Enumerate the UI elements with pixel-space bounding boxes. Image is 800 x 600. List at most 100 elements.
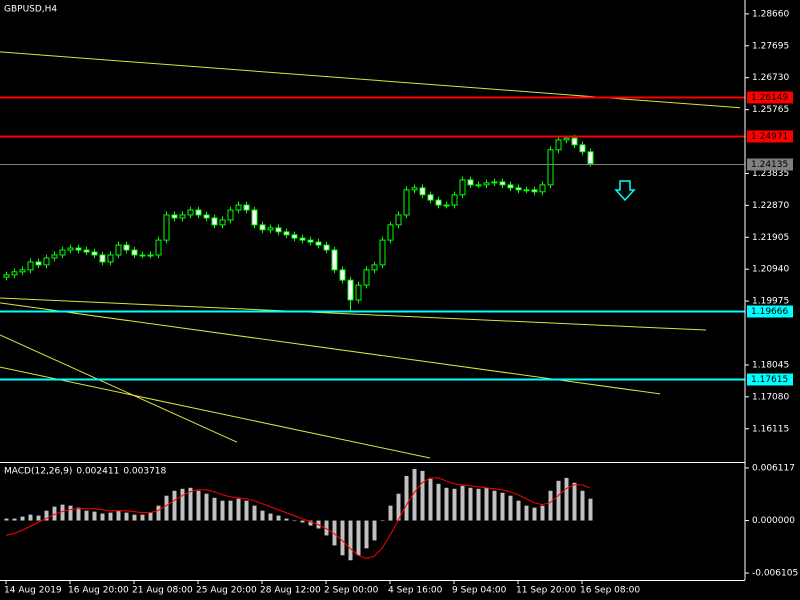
candle-body xyxy=(27,261,34,271)
candle-body xyxy=(283,231,290,236)
candle-body xyxy=(163,214,170,241)
candle-body xyxy=(203,214,210,219)
candle-body xyxy=(587,151,594,165)
candle-body xyxy=(555,139,562,151)
candle-body xyxy=(35,261,42,266)
candle-body xyxy=(443,204,450,207)
y-tick-label: 0.006117 xyxy=(752,463,795,473)
x-tick-label: 16 Sep 08:00 xyxy=(580,586,640,596)
candle-body xyxy=(259,224,266,231)
candle-body xyxy=(43,257,50,266)
histogram-bar xyxy=(516,500,521,521)
histogram-bar xyxy=(372,520,377,541)
histogram-bar xyxy=(540,505,545,521)
x-tick-label: 25 Aug 20:00 xyxy=(196,586,257,596)
y-tick-label: 1.18045 xyxy=(752,360,789,370)
x-tick-label: 4 Sep 16:00 xyxy=(388,586,443,596)
candle-body xyxy=(267,227,274,231)
histogram-bar xyxy=(364,520,369,549)
y-tick-label: 1.17080 xyxy=(752,392,789,402)
histogram-bar xyxy=(244,500,249,521)
y-tick-label: -0.006105 xyxy=(752,569,798,579)
trendline xyxy=(0,297,707,331)
histogram-bar xyxy=(36,515,41,521)
candle-body xyxy=(83,249,90,253)
histogram-bar xyxy=(92,511,97,521)
histogram-bar xyxy=(20,516,25,521)
histogram-bar xyxy=(388,505,393,521)
y-tick-label: 1.22870 xyxy=(752,201,789,211)
histogram-bar xyxy=(4,518,9,521)
y-tick-label: 1.25765 xyxy=(752,105,789,115)
price-label: 1.24135 xyxy=(751,160,788,170)
candle-body xyxy=(211,217,218,226)
candle-body xyxy=(363,269,370,286)
candle-body xyxy=(3,274,10,278)
histogram-bar xyxy=(220,500,225,521)
candle-body xyxy=(219,219,226,226)
y-tick-label: 1.16115 xyxy=(752,424,789,434)
candle-body xyxy=(475,184,482,187)
y-tick-label: 1.26730 xyxy=(752,73,789,83)
candle-body xyxy=(563,137,570,141)
candle-body xyxy=(91,251,98,256)
candle-body xyxy=(99,254,106,263)
histogram-bar xyxy=(532,507,537,521)
x-tick-label: 16 Aug 20:00 xyxy=(68,586,129,596)
candle-body xyxy=(571,137,578,146)
histogram-bar xyxy=(492,490,497,521)
histogram-bar xyxy=(436,483,441,521)
price-label-box xyxy=(747,373,793,386)
histogram-bar xyxy=(468,487,473,521)
macd-signal-value: 0.003718 xyxy=(123,467,166,477)
histogram-bar xyxy=(84,510,89,521)
price-label-box xyxy=(747,91,793,104)
candle-body xyxy=(131,249,138,256)
histogram-bar xyxy=(164,495,169,521)
histogram-bar xyxy=(180,488,185,521)
candle-body xyxy=(531,189,538,193)
price-label: 1.17615 xyxy=(751,375,788,385)
main-pane xyxy=(0,51,745,459)
candle-body xyxy=(235,204,242,211)
candle-body xyxy=(371,264,378,271)
histogram-bar xyxy=(428,478,433,521)
chart-title: GBPUSD,H4 xyxy=(4,5,57,15)
candle-body xyxy=(499,181,506,186)
histogram-bar xyxy=(324,520,329,536)
candle-body xyxy=(403,189,410,216)
histogram-bar xyxy=(452,488,457,521)
histogram-bar xyxy=(300,520,305,523)
histogram-bar xyxy=(412,468,417,521)
x-tick-label: 14 Aug 2019 xyxy=(4,586,62,596)
histogram-bar xyxy=(564,477,569,521)
y-tick-label: 1.21905 xyxy=(752,233,789,243)
candle-body xyxy=(491,181,498,184)
price-label-box xyxy=(747,130,793,143)
sell-arrow xyxy=(614,180,636,202)
histogram-bar xyxy=(476,488,481,521)
candle-body xyxy=(483,182,490,186)
histogram-bar xyxy=(108,512,113,521)
candle-body xyxy=(411,187,418,191)
histogram-bar xyxy=(60,504,65,521)
candle-body xyxy=(75,247,82,251)
candle-body xyxy=(187,209,194,216)
histogram-bar xyxy=(68,505,73,521)
candle-body xyxy=(515,187,522,191)
y-tick-label: 1.20940 xyxy=(752,265,789,275)
x-tick-label: 9 Sep 04:00 xyxy=(452,586,507,596)
histogram-bar xyxy=(172,490,177,521)
candle-body xyxy=(323,244,330,251)
candle-body xyxy=(275,227,282,233)
candle-body xyxy=(155,239,162,256)
histogram-bar xyxy=(212,497,217,521)
x-tick-label: 11 Sep 20:00 xyxy=(516,586,576,596)
histogram-bar xyxy=(404,475,409,521)
histogram-bar xyxy=(332,520,337,546)
histogram-bar xyxy=(284,518,289,521)
candle-body xyxy=(195,209,202,216)
histogram-bar xyxy=(140,514,145,521)
histogram-bar xyxy=(204,493,209,521)
